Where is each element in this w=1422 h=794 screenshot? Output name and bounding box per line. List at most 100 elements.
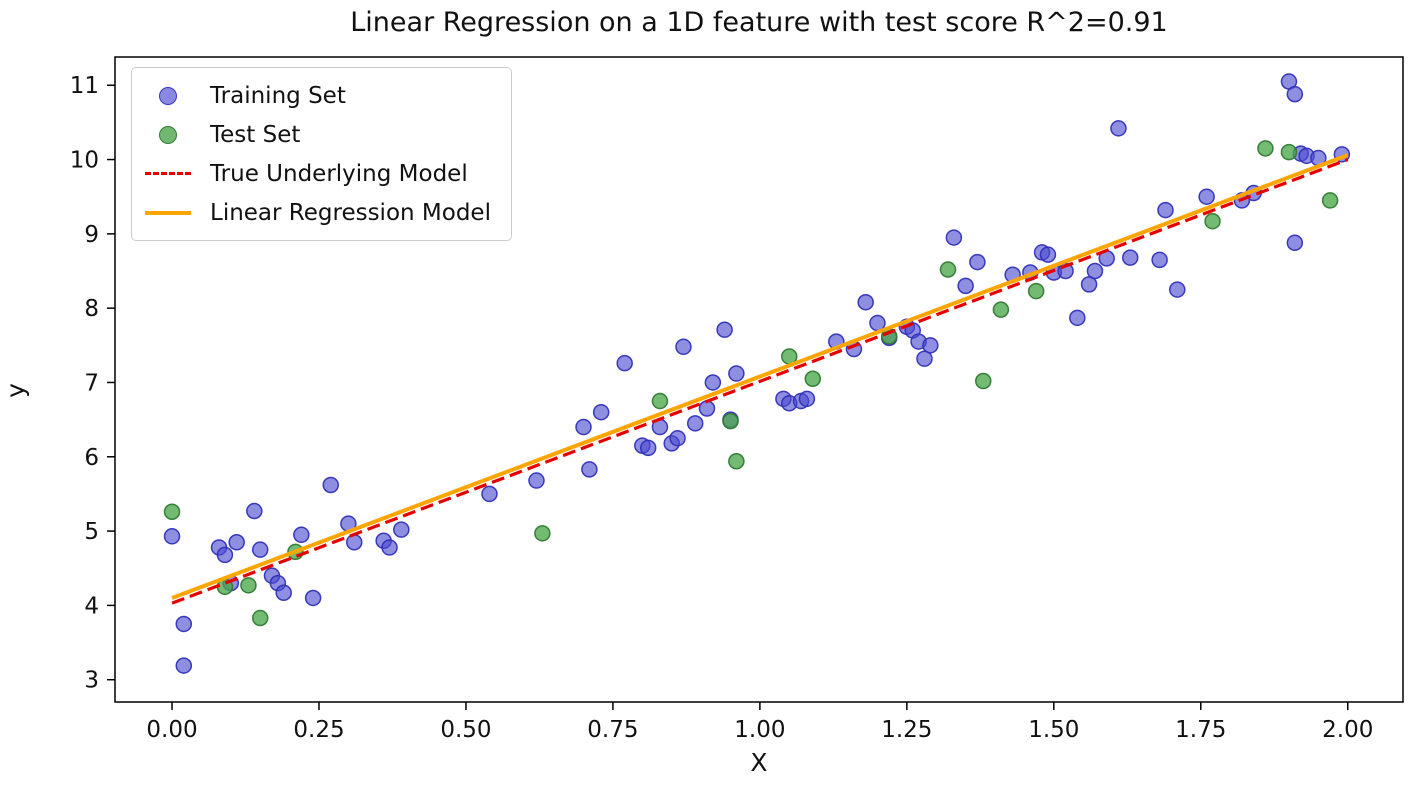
data-point bbox=[716, 321, 733, 338]
x-tick-label: 2.00 bbox=[1322, 717, 1373, 743]
data-point bbox=[916, 350, 933, 367]
data-point bbox=[381, 539, 398, 556]
data-point bbox=[528, 472, 545, 489]
legend-item-true-model: True Underlying Model bbox=[144, 154, 491, 193]
x-axis-label: X bbox=[750, 748, 768, 777]
data-point bbox=[1080, 276, 1098, 293]
x-tick-label: 1.25 bbox=[881, 717, 932, 743]
x-tick-label: 0.25 bbox=[293, 717, 344, 743]
data-point bbox=[175, 657, 193, 674]
data-point bbox=[1039, 246, 1057, 263]
data-point bbox=[669, 429, 686, 447]
legend-label: Test Set bbox=[210, 121, 301, 148]
data-point bbox=[945, 229, 963, 246]
data-point bbox=[975, 372, 992, 390]
data-point bbox=[722, 412, 739, 430]
data-point bbox=[581, 461, 598, 478]
data-point bbox=[651, 392, 669, 410]
x-tick-label: 0.00 bbox=[146, 717, 197, 743]
data-point bbox=[1027, 282, 1045, 300]
data-point bbox=[216, 546, 234, 564]
legend-item-regression-model: Linear Regression Model bbox=[144, 193, 491, 232]
data-point bbox=[1321, 192, 1339, 209]
data-point bbox=[1121, 249, 1139, 266]
data-point bbox=[240, 577, 257, 594]
data-point bbox=[251, 609, 269, 627]
data-point bbox=[1286, 234, 1304, 252]
data-point bbox=[322, 476, 339, 494]
model-line bbox=[171, 153, 1349, 600]
data-point bbox=[686, 415, 704, 432]
x-tick-label: 0.50 bbox=[440, 717, 491, 743]
data-point bbox=[675, 338, 692, 356]
x-tick-label: 0.75 bbox=[587, 717, 638, 743]
data-point bbox=[293, 526, 310, 544]
y-axis-label: y bbox=[0, 383, 30, 398]
y-tick-label: 10 bbox=[70, 148, 99, 174]
solid-line-icon bbox=[144, 210, 192, 215]
data-point bbox=[1257, 140, 1274, 157]
data-point bbox=[728, 365, 745, 382]
model-line bbox=[171, 158, 1349, 605]
data-point bbox=[1110, 120, 1127, 137]
y-tick-label: 7 bbox=[84, 370, 99, 396]
legend-item-test-set: Test Set bbox=[144, 115, 491, 154]
data-point bbox=[798, 390, 816, 408]
data-point bbox=[939, 261, 957, 278]
data-point bbox=[275, 584, 292, 602]
data-point bbox=[704, 374, 722, 391]
data-point bbox=[857, 293, 874, 311]
data-point bbox=[698, 400, 716, 417]
data-point bbox=[304, 589, 322, 607]
data-point bbox=[163, 503, 181, 521]
data-point bbox=[1286, 85, 1304, 103]
data-point bbox=[1198, 188, 1215, 205]
legend-label: True Underlying Model bbox=[210, 160, 468, 187]
legend-item-training-set: Training Set bbox=[144, 76, 491, 115]
test-set-marker-icon bbox=[144, 125, 192, 144]
data-point bbox=[534, 525, 551, 542]
data-point bbox=[175, 615, 193, 633]
data-point bbox=[1204, 212, 1221, 230]
data-point bbox=[1157, 201, 1174, 219]
data-point bbox=[804, 370, 822, 388]
y-tick-label: 8 bbox=[84, 296, 99, 322]
data-point bbox=[728, 452, 745, 470]
y-tick-label: 11 bbox=[70, 73, 99, 99]
data-point bbox=[616, 354, 633, 372]
y-tick-label: 6 bbox=[84, 445, 99, 471]
y-tick-label: 4 bbox=[84, 593, 99, 619]
legend-label: Training Set bbox=[210, 82, 346, 109]
y-tick-label: 3 bbox=[84, 668, 99, 694]
data-point bbox=[1151, 251, 1168, 269]
data-point bbox=[639, 439, 657, 457]
data-point bbox=[1169, 281, 1186, 298]
data-point bbox=[957, 277, 974, 295]
data-point bbox=[346, 533, 363, 551]
legend: Training Set Test Set True Underlying Mo… bbox=[131, 67, 512, 241]
data-point bbox=[393, 521, 410, 538]
data-point bbox=[922, 337, 939, 354]
y-tick-label: 9 bbox=[84, 222, 99, 248]
data-point bbox=[1086, 262, 1104, 280]
legend-label: Linear Regression Model bbox=[210, 199, 491, 226]
data-point bbox=[481, 485, 498, 503]
data-point bbox=[1069, 309, 1086, 327]
data-point bbox=[163, 528, 181, 545]
data-point bbox=[228, 533, 245, 551]
data-point bbox=[992, 301, 1010, 318]
data-point bbox=[1280, 143, 1298, 161]
x-tick-label: 1.75 bbox=[1175, 717, 1226, 743]
chart-title: Linear Regression on a 1D feature with t… bbox=[350, 7, 1168, 38]
dashed-line-icon bbox=[144, 172, 192, 175]
data-point bbox=[592, 403, 610, 421]
data-point bbox=[246, 502, 263, 520]
y-tick-label: 5 bbox=[84, 519, 99, 545]
data-point bbox=[575, 418, 592, 436]
axes-frame bbox=[114, 56, 1404, 703]
x-tick-label: 1.50 bbox=[1028, 717, 1079, 743]
data-point bbox=[969, 253, 986, 271]
x-tick-label: 1.00 bbox=[734, 717, 785, 743]
